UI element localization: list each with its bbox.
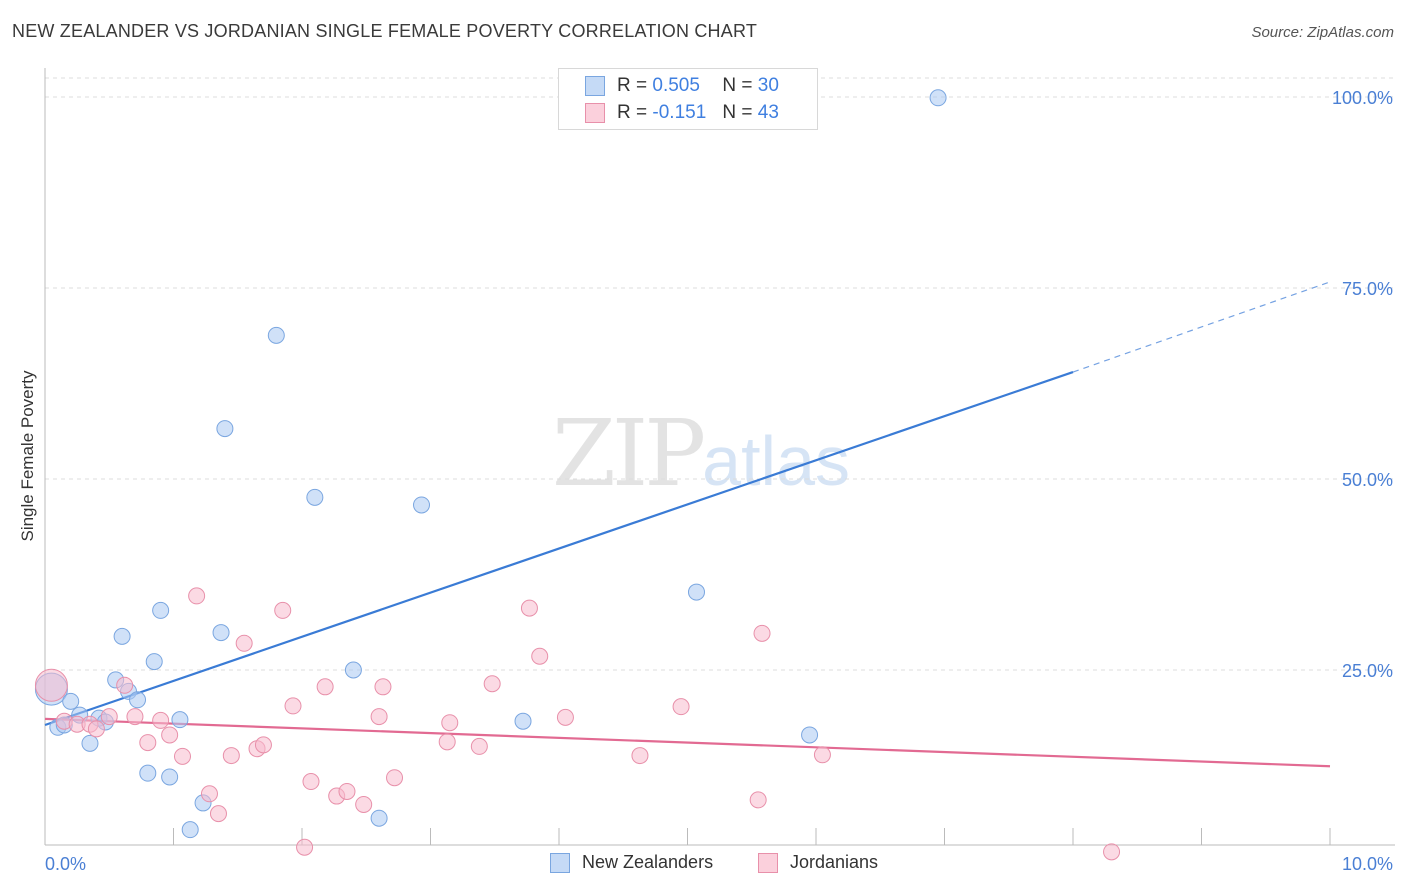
data-point-jordanians (556, 708, 574, 726)
legend-n-value: 30 (757, 75, 779, 96)
data-point-jordanians (235, 634, 253, 652)
data-point-new-zealanders (801, 726, 819, 744)
legend-row-jordanians: R = -0.151 N = 43 (585, 100, 779, 126)
y-tick-label: 75.0% (1342, 279, 1393, 299)
data-point-jordanians (126, 708, 144, 726)
data-point-jordanians (222, 747, 240, 765)
data-point-jordanians (254, 736, 272, 754)
data-point-new-zealanders (344, 661, 362, 679)
grid-lines (45, 77, 1395, 671)
data-point-jordanians (209, 805, 227, 823)
data-point-jordanians (100, 708, 118, 726)
legend-r-value: -0.151 (652, 102, 707, 123)
data-point-jordanians (1103, 843, 1121, 861)
legend-r-label: R = (617, 102, 648, 123)
data-point-new-zealanders (370, 809, 388, 827)
data-points (34, 89, 1121, 861)
data-point-jordanians (355, 795, 373, 813)
data-point-new-zealanders (62, 692, 80, 710)
axes (44, 68, 1395, 846)
data-point-new-zealanders (267, 326, 285, 344)
legend-swatch-jordanians (585, 103, 605, 123)
data-point-new-zealanders (129, 691, 147, 709)
legend-swatch-new-zealanders (585, 76, 605, 96)
data-point-jordanians (152, 711, 170, 729)
data-point-jordanians (470, 737, 488, 755)
data-point-new-zealanders (181, 821, 199, 839)
bottom-legend-jordanians[interactable]: Jordanians (758, 852, 878, 873)
bottom-legend-label-jordanians: Jordanians (790, 852, 879, 872)
data-point-jordanians (631, 747, 649, 765)
data-point-jordanians (483, 675, 501, 693)
data-point-new-zealanders (212, 624, 230, 642)
bottom-legend-swatch-jordanians (758, 852, 778, 873)
data-point-jordanians (520, 599, 538, 617)
watermark: ZIPatlas (552, 400, 850, 507)
data-point-new-zealanders (81, 734, 99, 752)
data-point-jordanians (116, 676, 134, 694)
data-point-jordanians (370, 708, 388, 726)
data-point-jordanians (531, 647, 549, 665)
y-tick-label: 100.0% (1332, 88, 1393, 108)
x-tick-label: 10.0% (1342, 854, 1393, 874)
legend-r-value: 0.505 (652, 75, 700, 96)
legend-n-value: 43 (757, 102, 779, 123)
tick-labels: 100.0% 75.0% 50.0% 25.0% 0.0% 10.0% (45, 88, 1393, 874)
data-point-new-zealanders (152, 601, 170, 619)
data-point-jordanians (672, 698, 690, 716)
data-point-jordanians (441, 714, 459, 732)
data-point-jordanians (173, 747, 191, 765)
data-point-jordanians (87, 720, 105, 738)
data-point-new-zealanders (306, 488, 324, 506)
bottom-legend-new-zealanders[interactable]: New Zealanders (550, 852, 713, 873)
data-point-jordanians (374, 678, 392, 696)
data-point-jordanians (274, 601, 292, 619)
y-tick-label: 50.0% (1342, 470, 1393, 490)
data-point-jordanians (302, 773, 320, 791)
bottom-legend-swatch-new-zealanders (550, 852, 570, 873)
data-point-new-zealanders (216, 420, 234, 438)
bottom-legend-label-new-zealanders: New Zealanders (582, 852, 714, 872)
y-axis-label: Single Female Poverty (18, 370, 37, 542)
data-point-jordanians (284, 697, 302, 715)
watermark-zip: ZIP (552, 400, 706, 507)
x-tick-label: 0.0% (45, 854, 86, 874)
data-point-jordanians (188, 587, 206, 605)
data-point-new-zealanders (113, 627, 131, 645)
data-point-jordanians (34, 668, 68, 702)
trend-line-jordanians (44, 717, 1331, 768)
data-point-new-zealanders (687, 583, 705, 601)
data-point-new-zealanders (929, 89, 947, 107)
data-point-jordanians (749, 791, 767, 809)
data-point-jordanians (753, 624, 771, 642)
data-point-new-zealanders (514, 712, 532, 730)
legend-r-label: R = (617, 75, 648, 96)
data-point-jordanians (386, 769, 404, 787)
data-point-jordanians (438, 733, 456, 751)
data-point-new-zealanders (413, 496, 431, 514)
watermark-atlas: atlas (702, 422, 851, 500)
y-tick-label: 25.0% (1342, 661, 1393, 681)
chart-title: NEW ZEALANDER VS JORDANIAN SINGLE FEMALE… (12, 21, 758, 41)
data-point-jordanians (813, 746, 831, 764)
data-point-jordanians (316, 678, 334, 696)
data-point-jordanians (338, 782, 356, 800)
source-label: Source: ZipAtlas.com (1251, 24, 1394, 41)
data-point-new-zealanders (161, 768, 179, 786)
trend-line-new-zealanders (44, 370, 1074, 727)
data-point-new-zealanders (139, 764, 157, 782)
trend-lines (44, 281, 1331, 768)
data-point-jordanians (200, 785, 218, 803)
correlation-legend: R = 0.505 N = 30 R = -0.151 N = 43 (558, 68, 818, 130)
data-point-jordanians (161, 726, 179, 744)
legend-row-new-zealanders: R = 0.505 N = 30 (585, 73, 779, 99)
data-point-jordanians (139, 734, 157, 752)
data-point-jordanians (296, 838, 314, 856)
legend-n-label: N = (722, 75, 753, 96)
legend-n-label: N = (722, 102, 753, 123)
data-point-new-zealanders (145, 653, 163, 671)
data-point-new-zealanders (171, 711, 189, 729)
trend-line-extension (1072, 281, 1331, 373)
